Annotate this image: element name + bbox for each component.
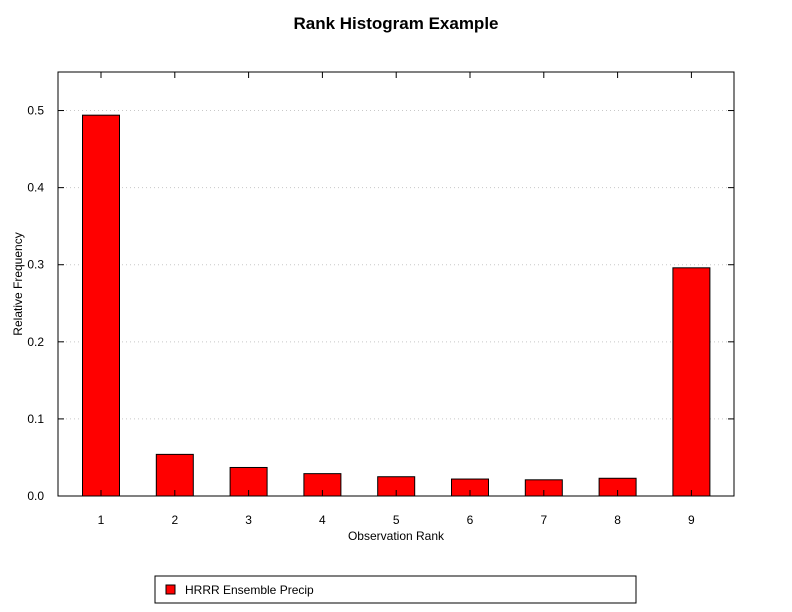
x-tick-label: 8 — [614, 513, 621, 527]
y-axis-label: Relative Frequency — [11, 232, 25, 335]
grid-lines — [58, 110, 734, 420]
x-tick-label: 7 — [540, 513, 547, 527]
x-axis-ticks: 1 2 3 4 5 6 7 8 9 — [98, 72, 695, 527]
bars — [82, 114, 711, 497]
bar-rank-3 — [229, 466, 268, 497]
x-tick-label: 1 — [98, 513, 105, 527]
bar-rank-9 — [672, 267, 711, 497]
y-tick-label: 0.4 — [27, 181, 44, 195]
legend-box — [154, 575, 637, 604]
x-tick-label: 3 — [245, 513, 252, 527]
y-tick-label: 0.1 — [27, 412, 44, 426]
chart-title: Rank Histogram Example — [293, 14, 498, 33]
y-tick-label: 0.5 — [27, 104, 44, 118]
legend: HRRR Ensemble Precip — [154, 575, 637, 604]
x-tick-label: 4 — [319, 513, 326, 527]
bar-rank-1 — [82, 114, 120, 497]
x-tick-label: 6 — [467, 513, 474, 527]
legend-series-label: HRRR Ensemble Precip — [185, 583, 314, 597]
legend-swatch — [165, 584, 176, 595]
y-tick-label: 0.0 — [27, 489, 44, 503]
x-tick-label: 5 — [393, 513, 400, 527]
x-tick-label: 9 — [688, 513, 695, 527]
x-tick-label: 2 — [171, 513, 178, 527]
y-tick-label: 0.3 — [27, 258, 44, 272]
y-tick-label: 0.2 — [27, 335, 44, 349]
plot-area-frame — [57, 71, 735, 497]
bar-rank-2 — [155, 453, 194, 497]
x-axis-label: Observation Rank — [348, 529, 445, 543]
y-axis-ticks: 0.0 0.1 0.2 0.3 0.4 0.5 — [27, 104, 734, 503]
